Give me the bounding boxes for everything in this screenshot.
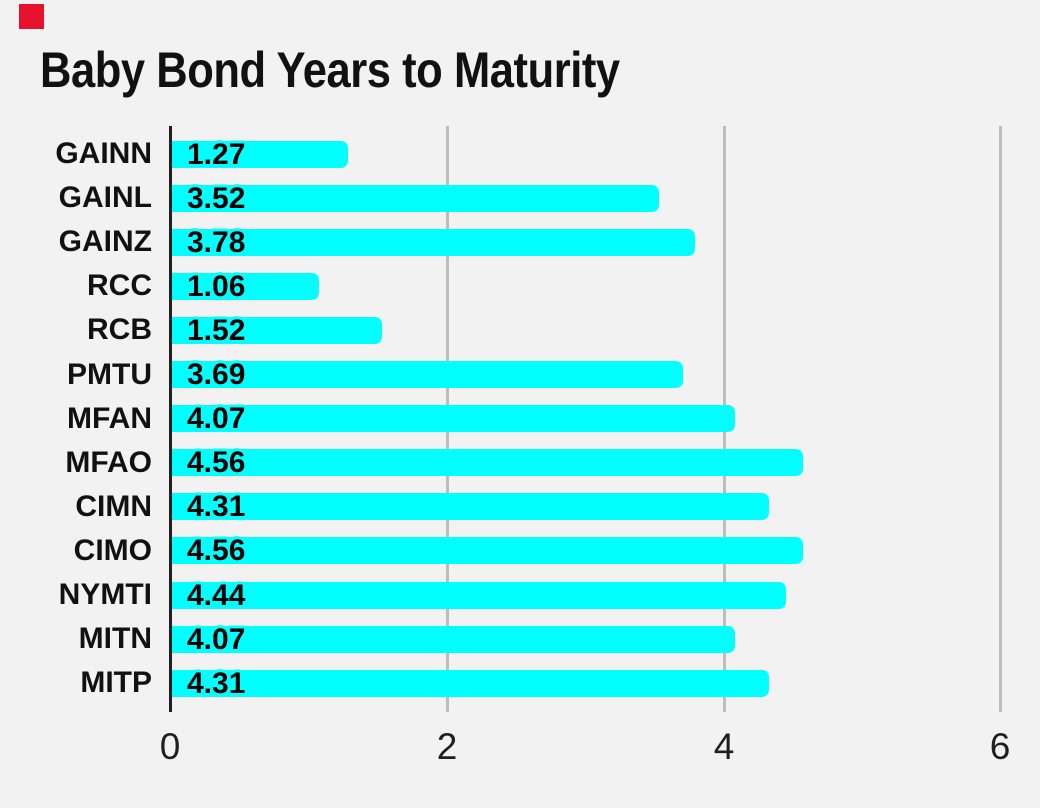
bar: 1.52 xyxy=(172,313,382,347)
y-axis-line xyxy=(168,126,172,712)
chart-title: Baby Bond Years to Maturity xyxy=(40,42,620,98)
bar-value-label: 3.52 xyxy=(187,181,246,215)
category-label: MFAN xyxy=(67,402,152,435)
bar-value-label: 4.44 xyxy=(187,578,246,612)
bar: 3.78 xyxy=(172,225,695,259)
x-tick-label: 0 xyxy=(159,726,181,767)
bar-value-label: 4.56 xyxy=(187,445,246,479)
bar-value-label: 4.31 xyxy=(187,489,246,523)
bar-value-label: 4.07 xyxy=(187,622,246,656)
category-label: PMTU xyxy=(67,358,152,391)
category-label: CIMN xyxy=(75,490,152,523)
bar: 4.31 xyxy=(172,666,769,700)
bar: 4.56 xyxy=(172,533,803,567)
category-label: RCC xyxy=(87,269,152,302)
x-tick-label: 2 xyxy=(436,726,458,767)
x-gridline xyxy=(998,126,1002,712)
bar: 1.27 xyxy=(172,137,348,171)
bar-value-label: 4.56 xyxy=(187,533,246,567)
category-label: CIMO xyxy=(73,534,152,567)
bar: 4.07 xyxy=(172,622,735,656)
x-tick-label: 4 xyxy=(713,726,735,767)
bar: 4.31 xyxy=(172,489,769,523)
bar: 4.56 xyxy=(172,445,803,479)
bar-value-label: 1.27 xyxy=(187,137,246,171)
bar: 4.44 xyxy=(172,578,786,612)
x-tick-label: 6 xyxy=(989,726,1011,767)
bar: 3.52 xyxy=(172,181,659,215)
bar-value-label: 3.78 xyxy=(187,225,246,259)
category-label: MITN xyxy=(78,622,152,655)
category-label: NYMTI xyxy=(58,578,152,611)
bar: 3.69 xyxy=(172,357,683,391)
bar-value-label: 3.69 xyxy=(187,357,246,391)
bar-value-label: 1.06 xyxy=(187,269,246,303)
category-label: MITP xyxy=(80,666,152,699)
bar-value-label: 4.31 xyxy=(187,666,246,700)
category-label: MFAO xyxy=(65,446,152,479)
bar-value-label: 1.52 xyxy=(187,313,246,347)
category-label: GAINZ xyxy=(58,225,152,258)
recording-indicator-square xyxy=(19,4,44,29)
category-label: GAINL xyxy=(58,181,152,214)
category-label: GAINN xyxy=(55,137,152,170)
bar-value-label: 4.07 xyxy=(187,401,246,435)
bar: 1.06 xyxy=(172,269,319,303)
bar: 4.07 xyxy=(172,401,735,435)
category-label: RCB xyxy=(87,313,152,346)
